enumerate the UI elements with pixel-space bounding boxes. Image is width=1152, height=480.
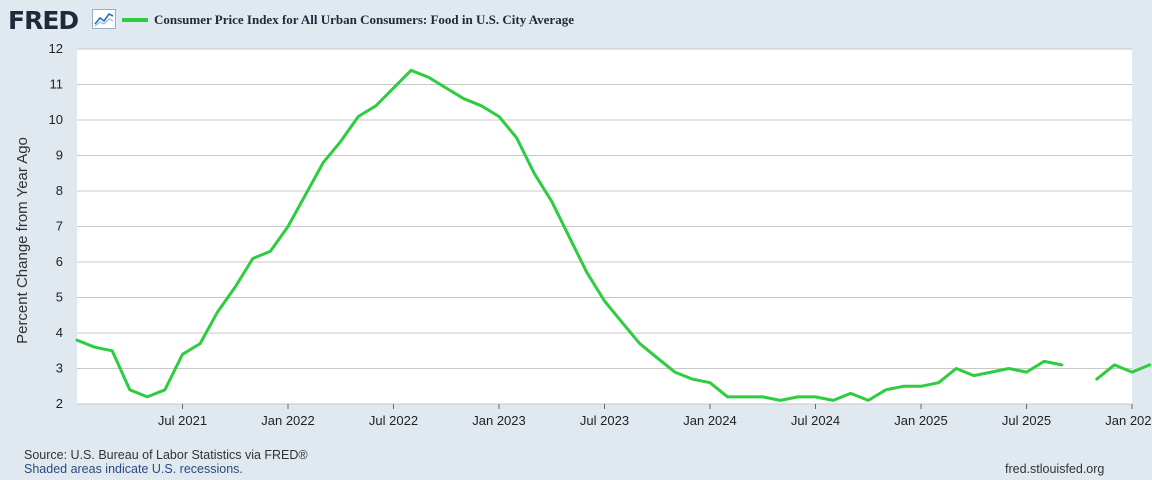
x-tick-label: Jul 2021 bbox=[158, 413, 207, 428]
y-axis-label: Percent Change from Year Ago bbox=[14, 137, 31, 344]
source-note: Source: U.S. Bureau of Labor Statistics … bbox=[24, 448, 308, 462]
x-tick-label: Jul 2023 bbox=[580, 413, 629, 428]
x-tick-label: Jan 2024 bbox=[683, 413, 737, 428]
series-line bbox=[75, 68, 1064, 402]
x-tick-label: Jan 2025 bbox=[894, 413, 948, 428]
fred-logo[interactable]: FRED bbox=[8, 6, 79, 35]
x-tick-label: Jul 2025 bbox=[1002, 413, 1051, 428]
x-tick-label: Jul 2024 bbox=[791, 413, 840, 428]
y-tick-label: 2 bbox=[56, 396, 63, 411]
y-tick-label: 3 bbox=[56, 361, 63, 376]
y-tick-label: 4 bbox=[56, 325, 63, 340]
trend-line-icon bbox=[92, 9, 116, 29]
series-line bbox=[1095, 363, 1152, 381]
y-tick-label: 8 bbox=[56, 183, 63, 198]
legend-swatch bbox=[122, 18, 148, 22]
x-tick-label: Jan 2022 bbox=[261, 413, 315, 428]
y-tick-label: 9 bbox=[56, 148, 63, 163]
x-tick-label: Jul 2022 bbox=[369, 413, 418, 428]
x-tick-label: Jan 2023 bbox=[472, 413, 526, 428]
y-tick-label: 12 bbox=[49, 41, 63, 56]
site-url[interactable]: fred.stlouisfed.org bbox=[1005, 462, 1105, 476]
chart-title: Consumer Price Index for All Urban Consu… bbox=[154, 12, 574, 27]
recession-note: Shaded areas indicate U.S. recessions. bbox=[24, 462, 243, 476]
y-tick-label: 6 bbox=[56, 254, 63, 269]
y-tick-label: 7 bbox=[56, 219, 63, 234]
y-tick-label: 5 bbox=[56, 290, 63, 305]
y-tick-label: 10 bbox=[49, 112, 63, 127]
x-tick-label: Jan 2026 bbox=[1105, 413, 1152, 428]
y-tick-label: 11 bbox=[50, 77, 64, 92]
line-chart: 2 3 4 5 6 7 8 9 10 11 12 Jul 2021 Jan 2022 Jul 2022 J… bbox=[14, 41, 1152, 428]
